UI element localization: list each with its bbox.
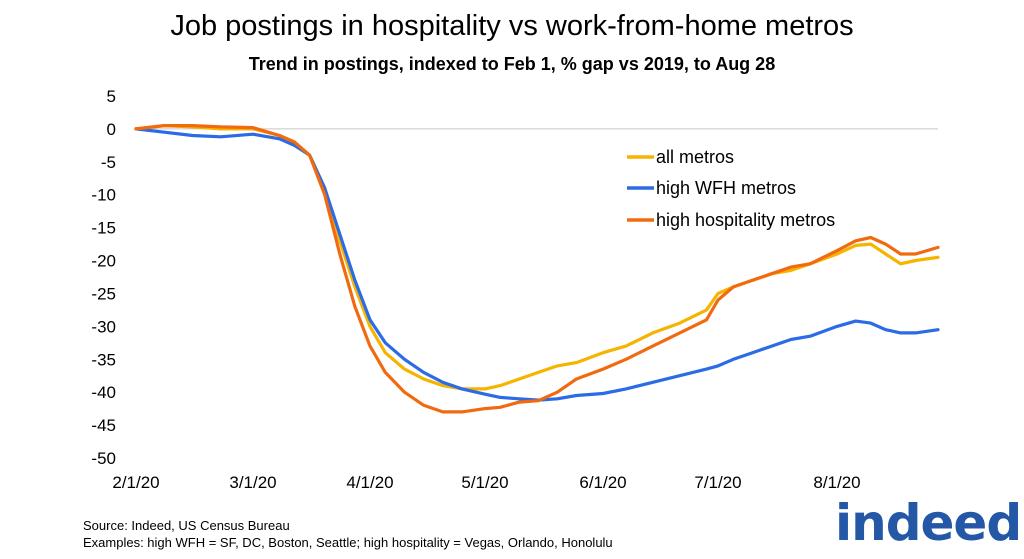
y-tick-label: -5 bbox=[101, 153, 116, 172]
x-tick-label: 4/1/20 bbox=[346, 473, 393, 492]
source-note: Source: Indeed, US Census Bureau bbox=[83, 518, 290, 533]
y-tick-label: -15 bbox=[91, 219, 116, 238]
y-axis-ticks: 5 0 -5 -10 -15 -20 -25 -30 -35 -40 -45 -50 bbox=[91, 87, 116, 468]
y-tick-label: -50 bbox=[91, 449, 116, 468]
line-chart: 5 0 -5 -10 -15 -20 -25 -30 -35 -40 -45 -50 2/1/20 3/… bbox=[91, 87, 940, 492]
x-tick-label: 2/1/20 bbox=[112, 473, 159, 492]
y-tick-label: 5 bbox=[107, 87, 116, 106]
chart-title: Job postings in hospitality vs work-from… bbox=[170, 10, 854, 42]
y-tick-label: -40 bbox=[91, 383, 116, 402]
x-tick-label: 8/1/20 bbox=[813, 473, 860, 492]
legend-label: high WFH metros bbox=[656, 178, 796, 198]
x-tick-label: 7/1/20 bbox=[694, 473, 741, 492]
legend-label: high hospitality metros bbox=[656, 210, 835, 230]
legend-label: all metros bbox=[656, 147, 734, 167]
series-line-1 bbox=[134, 127, 940, 402]
legend: all metros high WFH metros high hospitalit… bbox=[627, 147, 835, 230]
y-tick-label: 0 bbox=[107, 120, 116, 139]
examples-note: Examples: high WFH = SF, DC, Boston, Sea… bbox=[83, 535, 613, 550]
x-tick-label: 3/1/20 bbox=[229, 473, 276, 492]
y-tick-label: -20 bbox=[91, 252, 116, 271]
y-tick-label: -10 bbox=[91, 186, 116, 205]
y-tick-label: -45 bbox=[91, 416, 116, 435]
series-line-2 bbox=[134, 123, 940, 414]
y-tick-label: -35 bbox=[91, 350, 116, 369]
indeed-logo: indeed bbox=[835, 494, 1022, 552]
y-tick-label: -25 bbox=[91, 284, 116, 303]
chart-subtitle: Trend in postings, indexed to Feb 1, % g… bbox=[248, 54, 776, 74]
y-tick-label: -30 bbox=[91, 317, 116, 336]
x-tick-label: 5/1/20 bbox=[461, 473, 508, 492]
x-tick-label: 6/1/20 bbox=[579, 473, 626, 492]
series-lines bbox=[134, 123, 940, 414]
footer-notes: Source: Indeed, US Census Bureau Example… bbox=[83, 517, 613, 551]
series-line-0 bbox=[134, 123, 940, 391]
x-axis-ticks: 2/1/20 3/1/20 4/1/20 5/1/20 6/1/20 7/1/20 8/1/… bbox=[112, 473, 860, 492]
